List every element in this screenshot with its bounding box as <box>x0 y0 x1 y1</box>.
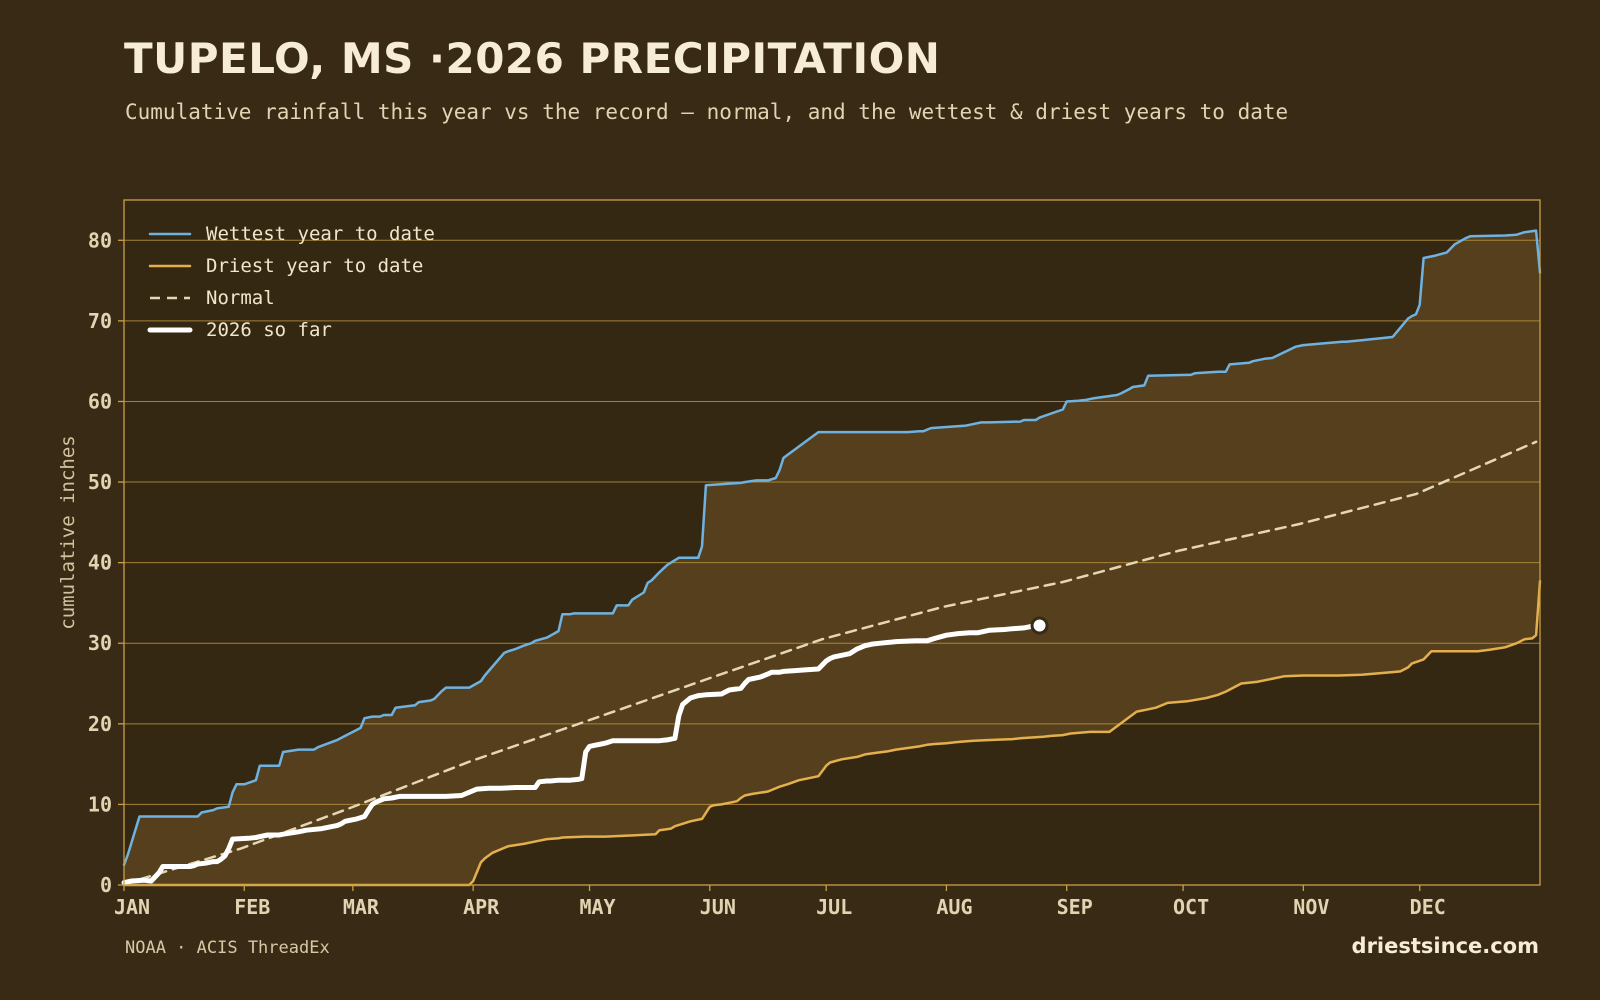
y-axis-ticks: 0 10 20 30 40 50 60 70 80 <box>88 228 124 897</box>
x-tick-label-aug: AUG <box>936 895 972 919</box>
series-line-normal <box>122 440 1538 886</box>
y-tick-label: 20 <box>88 712 112 736</box>
series-line-current <box>121 623 1043 886</box>
x-tick-label-jan: JAN <box>114 895 150 919</box>
legend-item-normal: Normal <box>150 287 275 309</box>
x-tick-label-sep: SEP <box>1057 895 1093 919</box>
x-tick-label-feb: FEB <box>234 895 270 919</box>
x-tick-label-nov: NOV <box>1293 895 1329 919</box>
legend: Wettest year to date Driest year to date N… <box>147 223 435 341</box>
legend-item-driest: Driest year to date <box>148 255 423 277</box>
y-tick-label: 40 <box>88 551 112 575</box>
x-tick-label-jul: JUL <box>816 895 852 919</box>
x-axis-ticks: JAN FEB MAR APR MAY JUN JUL AUG SEP OCT NOV DEC <box>114 885 1446 919</box>
legend-item-wettest: Wettest year to date <box>148 223 435 245</box>
chart-subtitle: Cumulative rainfall this year vs the rec… <box>125 100 1289 124</box>
y-tick-label: 70 <box>88 309 112 333</box>
legend-label-driest: Driest year to date <box>206 255 423 277</box>
x-tick-label-apr: APR <box>463 895 500 919</box>
wettest-driest-band <box>124 230 1540 886</box>
record-range-band <box>124 230 1540 886</box>
series-line-driest <box>122 579 1542 887</box>
y-tick-label: 0 <box>100 873 112 897</box>
y-tick-label: 50 <box>88 470 112 494</box>
y-axis-label: cumulative inches <box>57 435 79 629</box>
x-tick-label-dec: DEC <box>1410 895 1446 919</box>
brand-link[interactable]: driestsince.com <box>1351 934 1539 958</box>
series-line-wettest <box>122 229 1542 867</box>
current-endpoint-marker <box>1030 616 1049 635</box>
gridlines <box>124 239 1540 805</box>
source-credit: NOAA · ACIS ThreadEx <box>125 938 330 958</box>
x-tick-label-may: MAY <box>579 895 615 919</box>
legend-label-normal: Normal <box>206 287 275 309</box>
y-tick-label: 10 <box>88 792 112 816</box>
x-tick-label-mar: MAR <box>343 895 380 919</box>
y-tick-label: 30 <box>88 631 112 655</box>
x-tick-label-jun: JUN <box>700 895 736 919</box>
x-tick-label-oct: OCT <box>1173 895 1209 919</box>
y-tick-label: 80 <box>88 228 112 252</box>
legend-item-current: 2026 so far <box>147 319 332 341</box>
chart-title: TUPELO, MS ·2026 PRECIPITATION <box>124 34 941 83</box>
legend-label-wettest: Wettest year to date <box>206 223 435 245</box>
y-tick-label: 60 <box>88 389 112 413</box>
legend-label-current: 2026 so far <box>206 319 332 341</box>
series-lines <box>121 229 1542 887</box>
plot-frame <box>123 199 1541 886</box>
